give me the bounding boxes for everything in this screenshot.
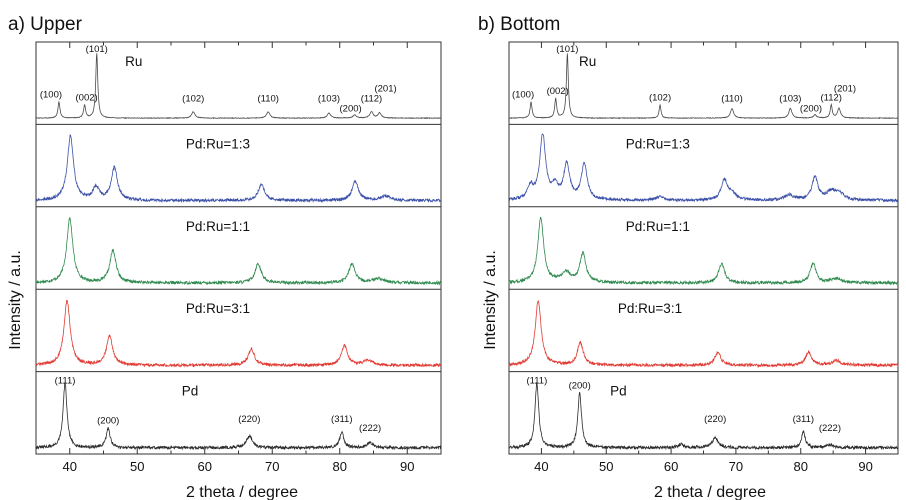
sample-label: Pd:Ru=1:1 <box>626 219 690 234</box>
peak-label: (112) <box>820 93 841 104</box>
peak-label: (200) <box>800 103 822 114</box>
xrd-pattern-line <box>508 216 899 286</box>
peak-label: (100) <box>40 89 62 100</box>
x-tick-label: 80 <box>794 459 808 474</box>
peak-label: (110) <box>257 93 278 104</box>
panel-title: b) Bottom <box>478 14 560 35</box>
xrd-pattern-line <box>508 299 899 368</box>
peak-label: (111) <box>55 376 76 387</box>
peak-label: (102) <box>649 93 671 104</box>
peak-label: (201) <box>834 83 856 94</box>
peak-label: (002) <box>76 93 98 104</box>
peak-label: (220) <box>238 414 260 425</box>
xrd-pattern-line <box>35 217 442 286</box>
x-tick-label: 70 <box>729 459 743 474</box>
sample-label: Pd:Ru=3:1 <box>618 301 682 316</box>
xrd-pattern-line <box>35 53 442 120</box>
panel-upper: a) Upper Intensity / a.u. 2 theta / degr… <box>7 14 442 500</box>
x-tick-label: 50 <box>599 459 613 474</box>
plot-frame <box>508 41 899 455</box>
y-axis-label: Intensity / a.u. <box>7 250 24 350</box>
x-tick-label: 60 <box>664 459 678 474</box>
peak-label: (311) <box>793 414 814 425</box>
x-tick-label: 90 <box>400 459 414 474</box>
xrd-pattern-line <box>35 134 442 204</box>
xrd-pattern-line <box>508 133 899 203</box>
xrd-pattern-line <box>35 382 442 451</box>
peak-label: (101) <box>86 44 108 55</box>
x-tick-label: 70 <box>265 459 279 474</box>
sample-label: Pd:Ru=1:3 <box>626 136 690 151</box>
peak-label: (110) <box>721 93 742 104</box>
x-tick-label: 90 <box>858 459 872 474</box>
peak-label: (201) <box>374 83 396 94</box>
sample-label: Pd:Ru=3:1 <box>186 301 250 316</box>
y-axis-label: Intensity / a.u. <box>482 250 499 350</box>
sample-label: Pd <box>182 384 199 399</box>
peak-label: (100) <box>512 89 534 100</box>
x-axis-label: 2 theta / degree <box>654 484 766 500</box>
panel-bottom: b) Bottom Intensity / a.u. 2 theta / deg… <box>478 14 899 500</box>
x-tick-label: 60 <box>198 459 212 474</box>
peak-label: (101) <box>556 44 578 55</box>
peak-label: (222) <box>819 423 841 434</box>
sample-label: Ru <box>125 54 142 69</box>
peak-label: (002) <box>547 86 569 97</box>
peak-label: (103) <box>318 93 340 104</box>
peak-label: (200) <box>97 416 119 427</box>
panel-title: a) Upper <box>8 14 83 35</box>
sample-label: Ru <box>579 54 596 69</box>
x-tick-label: 80 <box>333 459 347 474</box>
peak-label: (220) <box>704 414 726 425</box>
x-tick-label: 50 <box>130 459 144 474</box>
peak-label: (200) <box>340 103 362 114</box>
peak-label: (111) <box>526 376 547 387</box>
sample-label: Pd:Ru=1:3 <box>186 136 250 151</box>
peak-label: (222) <box>359 423 381 434</box>
peak-label: (311) <box>331 414 352 425</box>
x-tick-label: 40 <box>63 459 77 474</box>
peak-label: (200) <box>569 380 591 391</box>
sample-label: Pd <box>610 384 627 399</box>
x-tick-label: 40 <box>534 459 548 474</box>
sample-label: Pd:Ru=1:1 <box>186 219 250 234</box>
x-axis-label: 2 theta / degree <box>186 484 298 500</box>
peak-label: (102) <box>182 93 204 104</box>
xrd-pattern-line <box>508 382 899 451</box>
peak-label: (103) <box>779 93 801 104</box>
xrd-pattern-line <box>508 53 899 120</box>
peak-label: (112) <box>361 93 382 104</box>
xrd-pattern-line <box>35 299 442 368</box>
